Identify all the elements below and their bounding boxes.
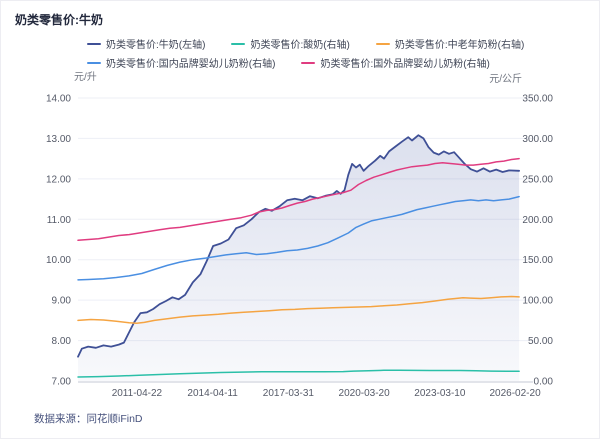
legend-line-icon — [87, 61, 101, 64]
right-axis-unit: 元/公斤 — [489, 74, 522, 85]
x-axis-tick: 2011-04-22 — [112, 388, 163, 399]
y-axis-right-tick: 250.00 — [522, 174, 553, 185]
legend-item-powder_mid_aged[interactable]: 奶类零售价:中老年奶粉(右轴) — [375, 36, 525, 51]
y-axis-right-labels: 350.00 300.00 250.00 200.00 150.00 100.00 50.0… — [522, 94, 553, 388]
y-axis-right-tick: 350.00 — [522, 94, 553, 105]
y-axis-left-tick: 14.00 — [46, 94, 71, 105]
series-lines — [77, 134, 520, 381]
x-axis-tick: 2014-04-11 — [187, 388, 238, 399]
legend-item-label: 奶类零售价:酸奶(右轴) — [250, 40, 350, 51]
page-title: 奶类零售价:牛奶 — [15, 13, 103, 27]
y-axis-left-tick: 13.00 — [46, 134, 71, 145]
legend-item-label: 奶类零售价:国外品牌婴幼儿奶粉(右轴) — [320, 59, 490, 70]
legend-row: 奶类零售价:牛奶(左轴) 奶类零售价:酸奶(右轴) 奶类零售价:中老年奶粉(右轴) — [87, 36, 587, 51]
x-axis-tick: 2026-02-20 — [489, 388, 541, 399]
data-source: 数据来源：同花顺iFinD — [34, 413, 143, 425]
y-axis-right-tick: 0.00 — [534, 377, 554, 388]
x-axis-labels: 2011-04-22 2014-04-11 2017-03-31 2020-03-20… — [112, 388, 541, 399]
y-axis-right-tick: 150.00 — [522, 255, 553, 266]
area-series-0 — [78, 135, 520, 381]
x-axis-tick: 2020-03-20 — [339, 388, 391, 399]
line-series-1 — [77, 369, 520, 378]
y-axis-left-tick: 9.00 — [52, 296, 72, 307]
legend-item-powder_foreign[interactable]: 奶类零售价:国外品牌婴幼儿奶粉(右轴) — [301, 55, 490, 70]
legend-item-label: 奶类零售价:国内品牌婴幼儿奶粉(右轴) — [106, 59, 276, 70]
line-series-4 — [77, 157, 520, 242]
legend-line-icon — [375, 42, 390, 45]
y-axis-right-tick: 100.00 — [522, 296, 553, 307]
y-axis-left-tick: 8.00 — [52, 336, 72, 347]
legend-item-label: 奶类零售价:牛奶(左轴) — [106, 40, 206, 51]
line-series-3 — [77, 195, 520, 281]
line-series-2 — [77, 295, 520, 324]
x-axis-tick: 2023-03-10 — [414, 388, 466, 399]
x-axis-tick: 2017-03-31 — [263, 388, 315, 399]
legend-item-milk[interactable]: 奶类零售价:牛奶(左轴) — [87, 36, 205, 51]
y-axis-right-tick: 200.00 — [522, 215, 553, 226]
legend-item-label: 奶类零售价:中老年奶粉(右轴) — [394, 40, 525, 51]
legend-row: 奶类零售价:国内品牌婴幼儿奶粉(右轴) 奶类零售价:国外品牌婴幼儿奶粉(右轴) — [87, 55, 587, 70]
y-axis-right-tick: 50.00 — [528, 336, 553, 347]
y-axis-left-labels: 14.00 13.00 12.00 11.00 10.00 9.00 8.00 7.00 — [46, 94, 71, 388]
legend: 奶类零售价:牛奶(左轴) 奶类零售价:酸奶(右轴) 奶类零售价:中老年奶粉(右轴) 奶… — [87, 36, 587, 74]
y-axis-left-tick: 7.00 — [52, 377, 72, 388]
y-axis-left-tick: 11.00 — [47, 215, 72, 226]
legend-line-icon — [301, 61, 316, 64]
legend-line-icon — [231, 42, 246, 45]
left-axis-unit: 元/升 — [74, 72, 97, 83]
legend-item-yogurt[interactable]: 奶类零售价:酸奶(右轴) — [231, 36, 350, 51]
legend-line-icon — [87, 42, 101, 45]
y-axis-right-tick: 300.00 — [522, 134, 553, 145]
legend-item-powder_domestic[interactable]: 奶类零售价:国内品牌婴幼儿奶粉(右轴) — [87, 55, 275, 70]
y-axis-left-tick: 12.00 — [46, 174, 71, 185]
y-axis-left-tick: 10.00 — [46, 255, 71, 266]
